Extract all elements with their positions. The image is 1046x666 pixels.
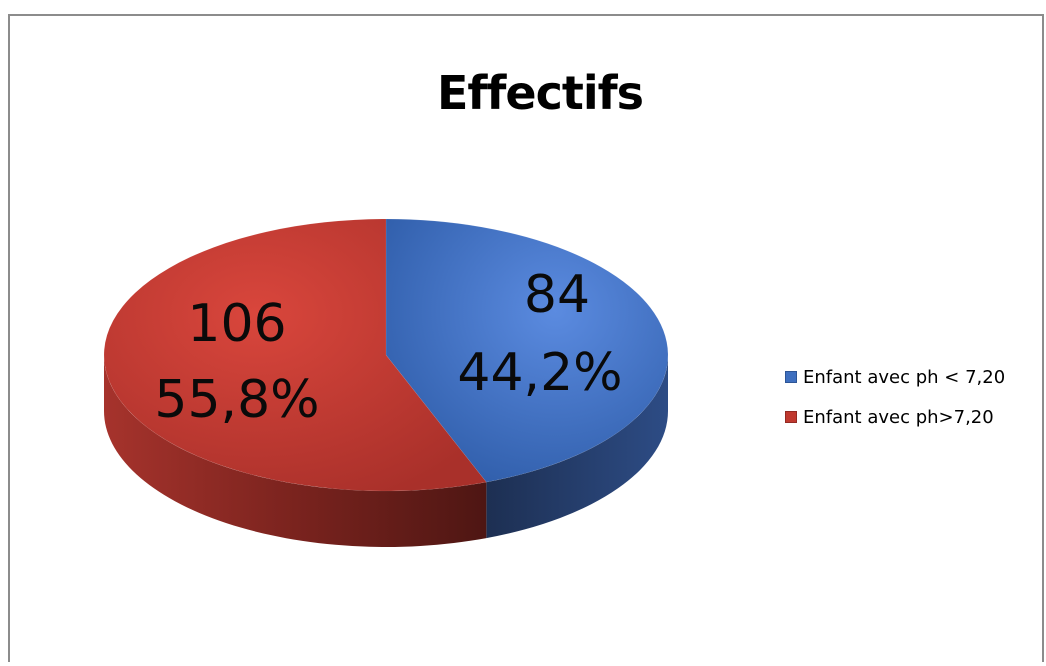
pie-tops <box>103 218 669 492</box>
legend-swatch-red <box>785 411 797 423</box>
pie-slice-84[interactable] <box>385 218 669 483</box>
pie-sides <box>103 355 668 547</box>
slice-label-value-106: 106 <box>187 294 286 354</box>
legend-swatch-blue <box>785 371 797 383</box>
legend-label-ph-below: Enfant avec ph < 7,20 <box>803 366 1006 388</box>
chart-legend: Enfant avec ph < 7,20 Enfant avec ph>7,2… <box>785 364 1005 444</box>
pie-side-84 <box>486 355 668 539</box>
chart-title: Effectifs <box>436 66 644 120</box>
legend-item-ph-above[interactable]: Enfant avec ph>7,20 <box>785 404 1005 430</box>
slice-label-value-84: 84 <box>524 265 590 325</box>
legend-item-ph-below[interactable]: Enfant avec ph < 7,20 <box>785 364 1005 390</box>
pie-side-106 <box>103 355 487 547</box>
slice-label-percent-106: 55,8% <box>154 370 319 430</box>
pie-slice-106[interactable] <box>103 218 487 492</box>
legend-label-ph-above: Enfant avec ph>7,20 <box>803 406 994 428</box>
slice-label-percent-84: 44,2% <box>457 343 622 403</box>
